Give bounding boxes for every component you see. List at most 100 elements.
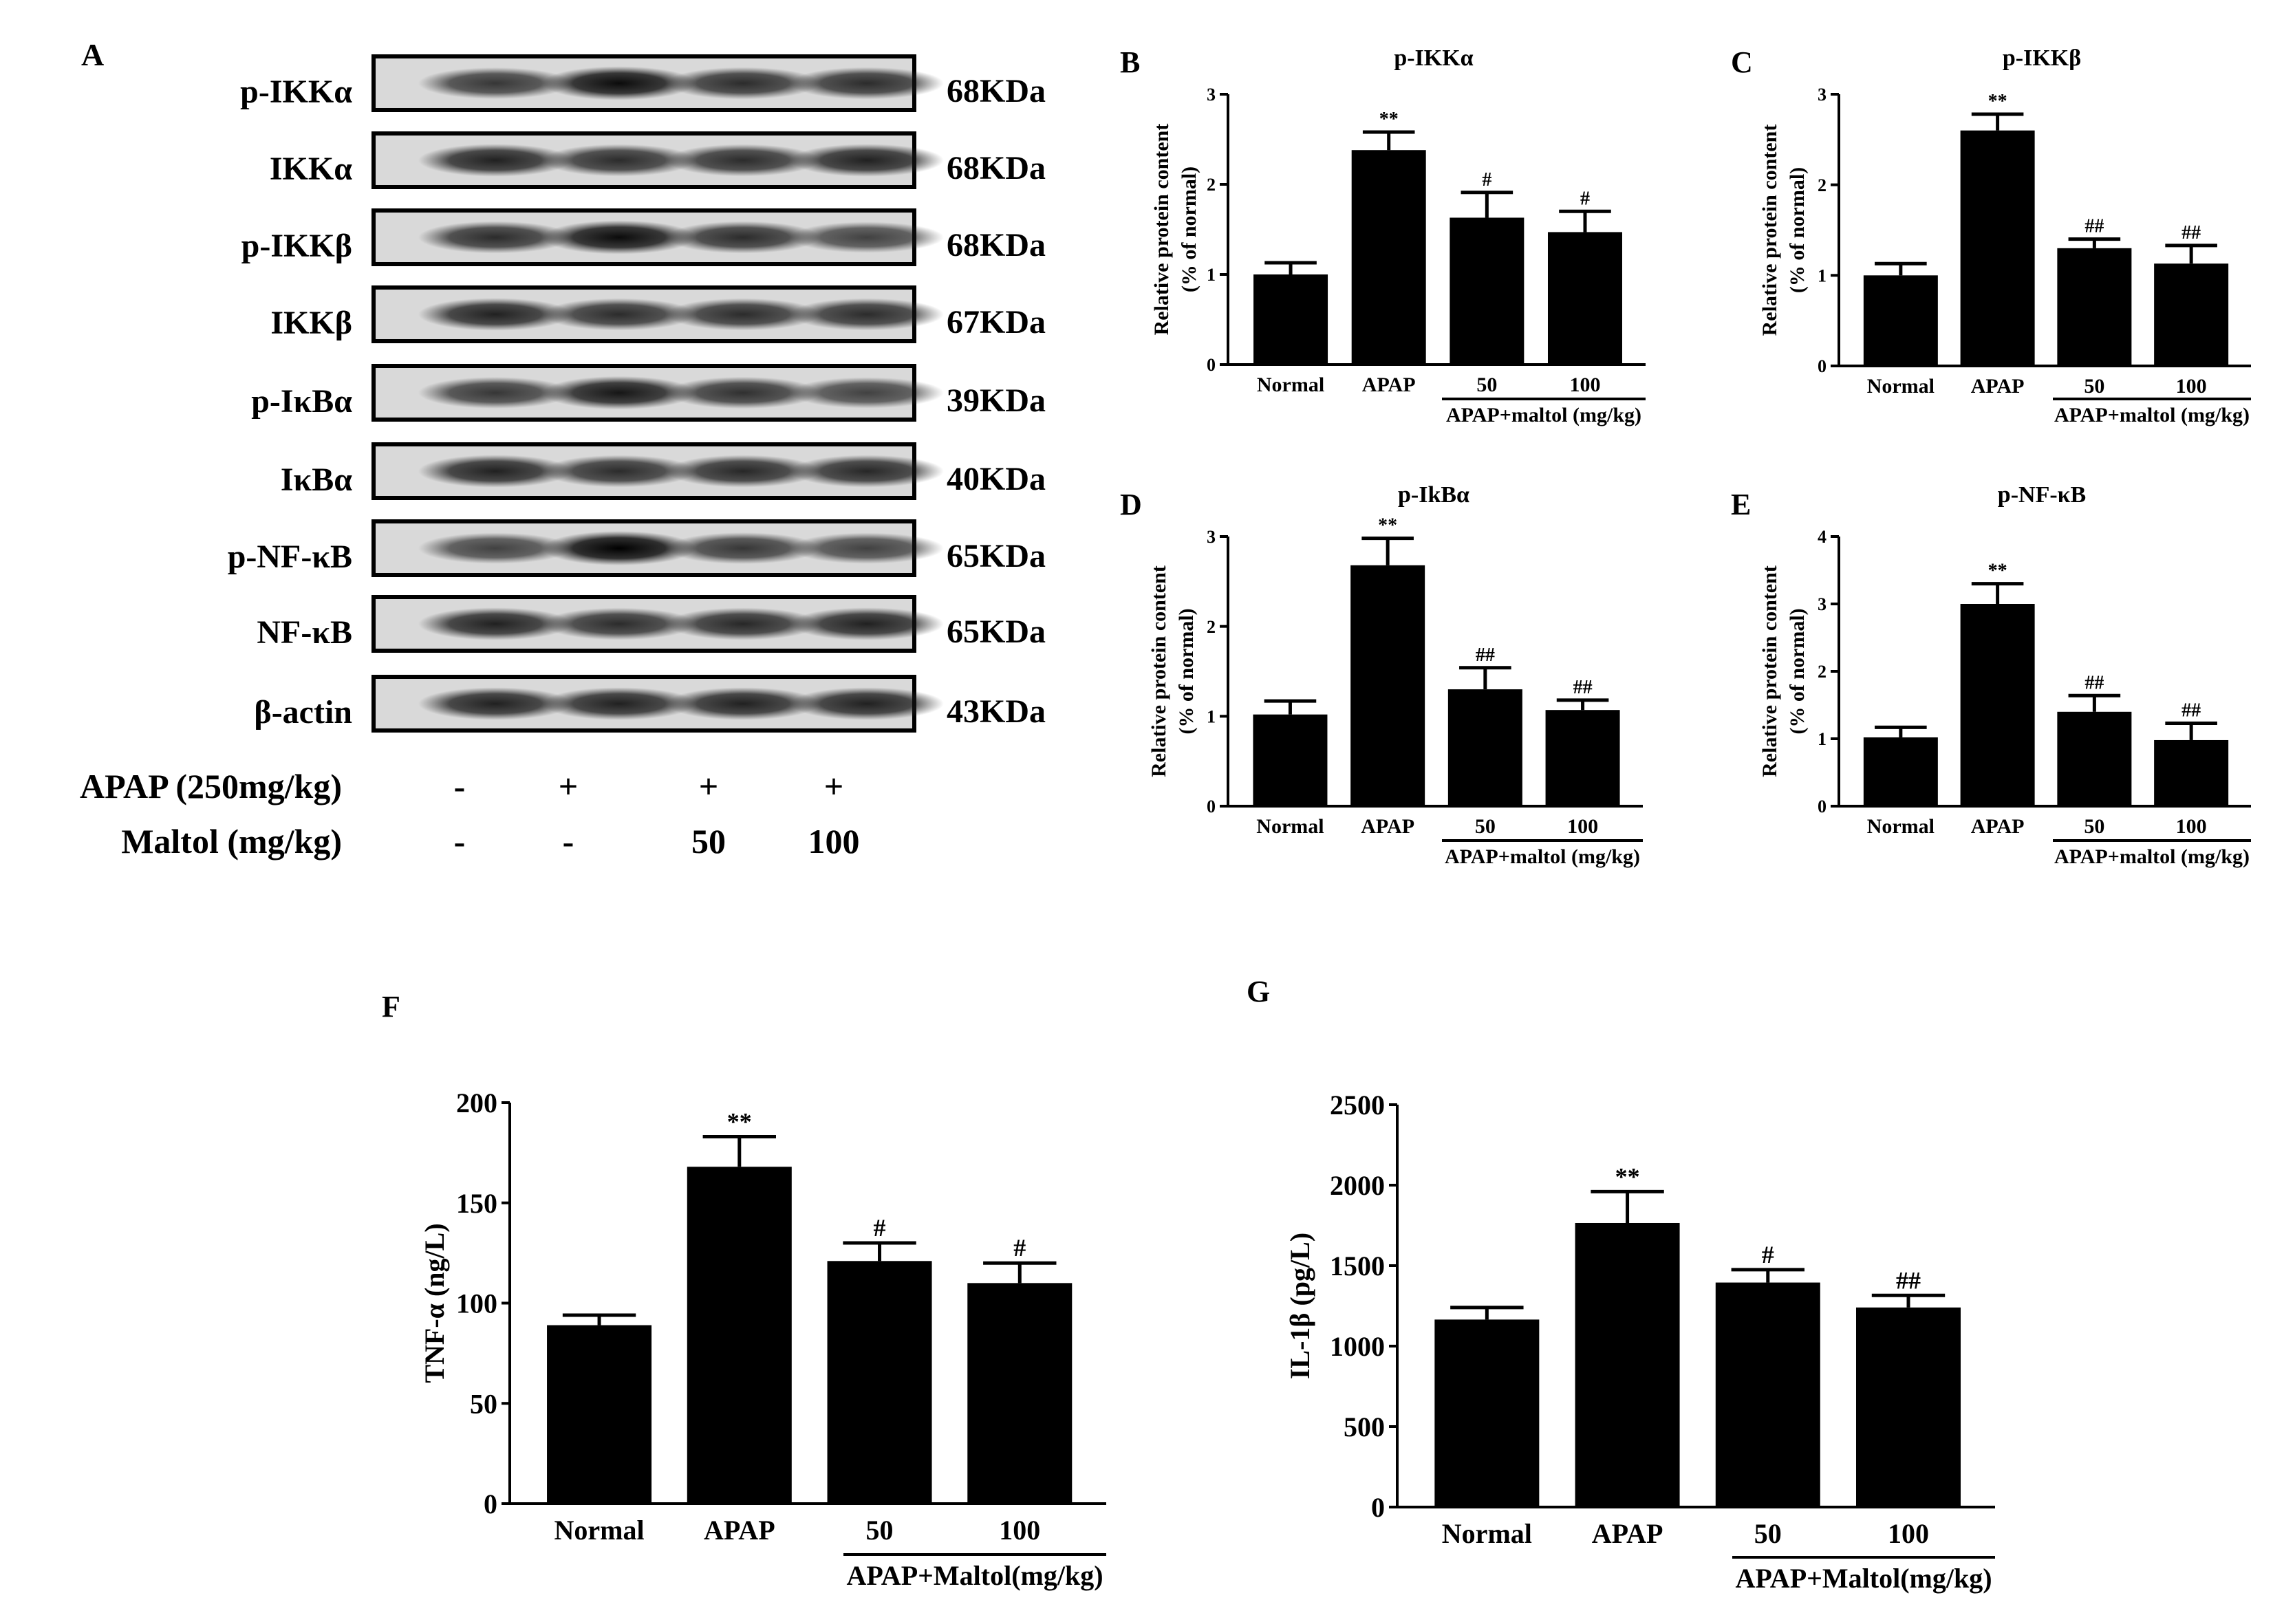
treatment-value: 50 (691, 822, 726, 860)
group-label: APAP+maltol (mg/kg) (1446, 404, 1641, 426)
protein-band (542, 376, 696, 410)
group-label: APAP+Maltol(mg/kg) (846, 1560, 1103, 1591)
protein-band (418, 298, 572, 331)
bar (1575, 1222, 1680, 1507)
y-axis-label: TNF-α (ng/L) (419, 1223, 450, 1383)
molecular-weight-label: 68KDa (947, 73, 1046, 109)
protein-band (790, 298, 944, 331)
y-tick-label: 2 (1207, 175, 1216, 195)
chart-title: p-IKKβ (2003, 45, 2081, 71)
y-tick-label: 3 (1207, 527, 1216, 547)
y-tick-label: 2 (1818, 662, 1827, 682)
y-tick-label: 1 (1207, 706, 1216, 726)
significance-label: # (1013, 1234, 1026, 1262)
protein-band (542, 455, 696, 488)
y-tick-label: 50 (470, 1388, 497, 1419)
bar (1351, 150, 1426, 365)
bar (547, 1325, 652, 1504)
y-tick-label: 1 (1818, 729, 1827, 749)
treatment-value: + (824, 767, 844, 805)
x-tick-label: APAP (1592, 1518, 1663, 1549)
significance-label: ## (2084, 216, 2104, 237)
bar (2057, 248, 2132, 366)
molecular-weight-label: 65KDa (947, 614, 1046, 650)
y-tick-label: 3 (1207, 85, 1216, 105)
bar (1253, 274, 1328, 365)
protein-label: NF-κB (257, 614, 352, 651)
y-tick-label: 2000 (1330, 1170, 1385, 1201)
y-tick-label: 100 (456, 1288, 497, 1319)
protein-band (418, 532, 572, 564)
protein-band (542, 531, 696, 565)
y-tick-label: 0 (1207, 355, 1216, 375)
bar (1863, 737, 1938, 806)
x-tick-label: APAP (1362, 373, 1416, 396)
x-tick-label: 100 (1567, 815, 1598, 838)
bar (1545, 710, 1620, 806)
x-tick-label: 100 (999, 1515, 1040, 1546)
protein-band (542, 607, 696, 640)
bar (1350, 565, 1425, 806)
protein-label: β-actin (254, 694, 352, 730)
y-axis-label: Relative protein content (1758, 124, 1781, 336)
protein-band (418, 607, 572, 640)
y-tick-label: 1 (1207, 265, 1216, 285)
chart-title: p-NF-κB (1998, 482, 2086, 508)
x-tick-label: 100 (2176, 375, 2207, 398)
panel-letter: G (1247, 975, 1270, 1008)
significance-label: ## (1573, 677, 1593, 698)
protein-label: IκBα (281, 462, 352, 498)
treatment-label: Maltol (mg/kg) (121, 822, 342, 860)
protein-band (790, 607, 944, 640)
significance-label: ## (2181, 222, 2201, 243)
significance-label: ** (1988, 561, 2007, 582)
protein-label: p-IKKβ (241, 228, 352, 264)
group-label: APAP+maltol (mg/kg) (2054, 404, 2250, 426)
y-axis-label: Relative protein content (1758, 565, 1781, 777)
chart-title: p-IKKα (1394, 45, 1473, 71)
molecular-weight-label: 67KDa (947, 304, 1046, 340)
y-tick-label: 1000 (1330, 1331, 1385, 1362)
x-tick-label: APAP (704, 1515, 775, 1546)
protein-band (418, 221, 572, 254)
significance-label: # (874, 1214, 886, 1242)
protein-band (418, 687, 572, 720)
significance-label: # (1762, 1241, 1774, 1268)
protein-band (790, 144, 944, 177)
significance-label: ** (727, 1108, 752, 1136)
bar (2057, 711, 2132, 806)
bar (1447, 689, 1522, 806)
treatment-label: APAP (250mg/kg) (80, 767, 342, 805)
chart-panel-G: G 0 500 1000 1500 2000 2500 IL-1β (pg/L) Normal *… (1247, 975, 1995, 1594)
group-label: APAP+maltol (mg/kg) (2054, 845, 2250, 868)
panel-letter: A (81, 37, 104, 72)
y-tick-label: 2 (1207, 617, 1216, 637)
protein-band (542, 144, 696, 177)
protein-band (666, 221, 820, 254)
x-tick-label: 100 (1569, 373, 1600, 396)
bar (1863, 275, 1938, 366)
treatment-value: - (563, 822, 574, 860)
protein-band (418, 377, 572, 409)
protein-band (790, 67, 944, 100)
y-tick-label: 2500 (1330, 1090, 1385, 1120)
x-tick-label: Normal (554, 1515, 645, 1546)
bar (1960, 130, 2035, 366)
protein-band (790, 377, 944, 409)
treatment-value: + (699, 767, 719, 805)
bar (967, 1283, 1073, 1504)
significance-label: ** (1378, 515, 1397, 537)
bar (1960, 604, 2035, 806)
protein-band (542, 66, 696, 100)
y-axis-label: Relative protein content (1150, 124, 1173, 336)
y-tick-label: 2 (1818, 175, 1827, 195)
protein-band (666, 298, 820, 331)
x-tick-label: 50 (866, 1515, 894, 1546)
x-tick-label: 50 (1754, 1518, 1782, 1549)
bar (2154, 263, 2229, 366)
x-tick-label: APAP (1971, 815, 2025, 838)
protein-band (790, 687, 944, 720)
